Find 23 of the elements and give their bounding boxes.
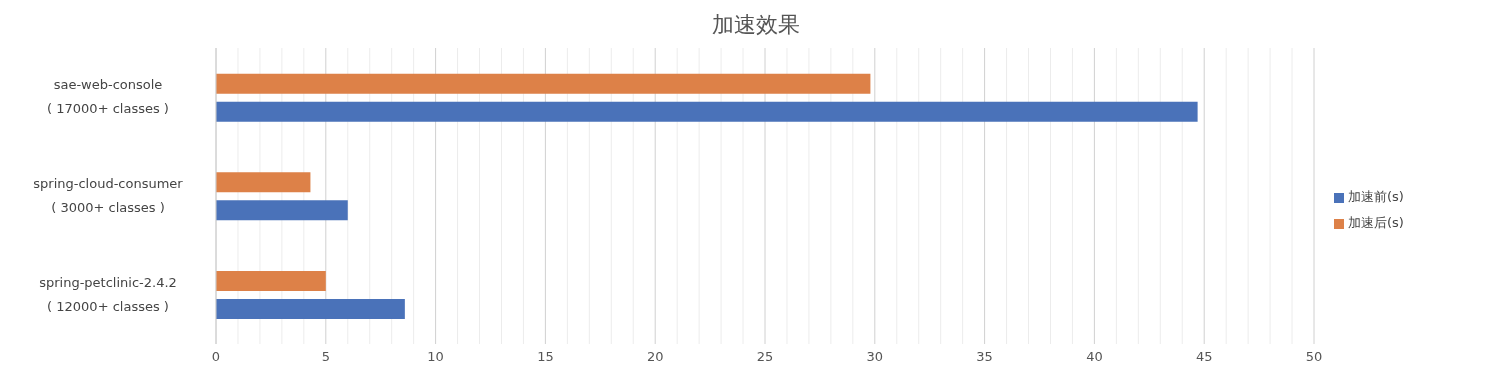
x-tick-label: 30 [866,349,884,365]
bar [216,101,1198,122]
chart-title: 加速效果 [711,11,801,39]
x-tick-label: 15 [537,349,554,365]
bar [216,271,326,292]
bar [216,172,311,193]
x-tick-label: 35 [976,349,993,365]
x-tick-label: 25 [756,349,774,365]
y-tick-label: sae-web-console ( 17000+ classes ) [47,77,169,117]
bar [216,73,871,94]
bar [216,299,405,320]
x-tick-label: 40 [1086,349,1103,365]
y-tick-label: spring-cloud-consumer ( 3000+ classes ) [33,176,184,215]
x-tick-label: 20 [646,349,664,365]
legend-label: 加速后(s) [1348,215,1404,230]
x-tick-label: 10 [427,349,444,365]
bar [216,200,348,221]
x-tick-label: 0 [211,349,221,365]
legend-label: 加速前(s) [1348,189,1404,204]
x-tick-label: 50 [1305,349,1323,365]
x-tick-label: 5 [321,349,330,365]
x-tick-label: 45 [1195,349,1213,365]
y-tick-label: spring-petclinic-2.4.2 ( 12000+ classes ) [39,274,177,314]
